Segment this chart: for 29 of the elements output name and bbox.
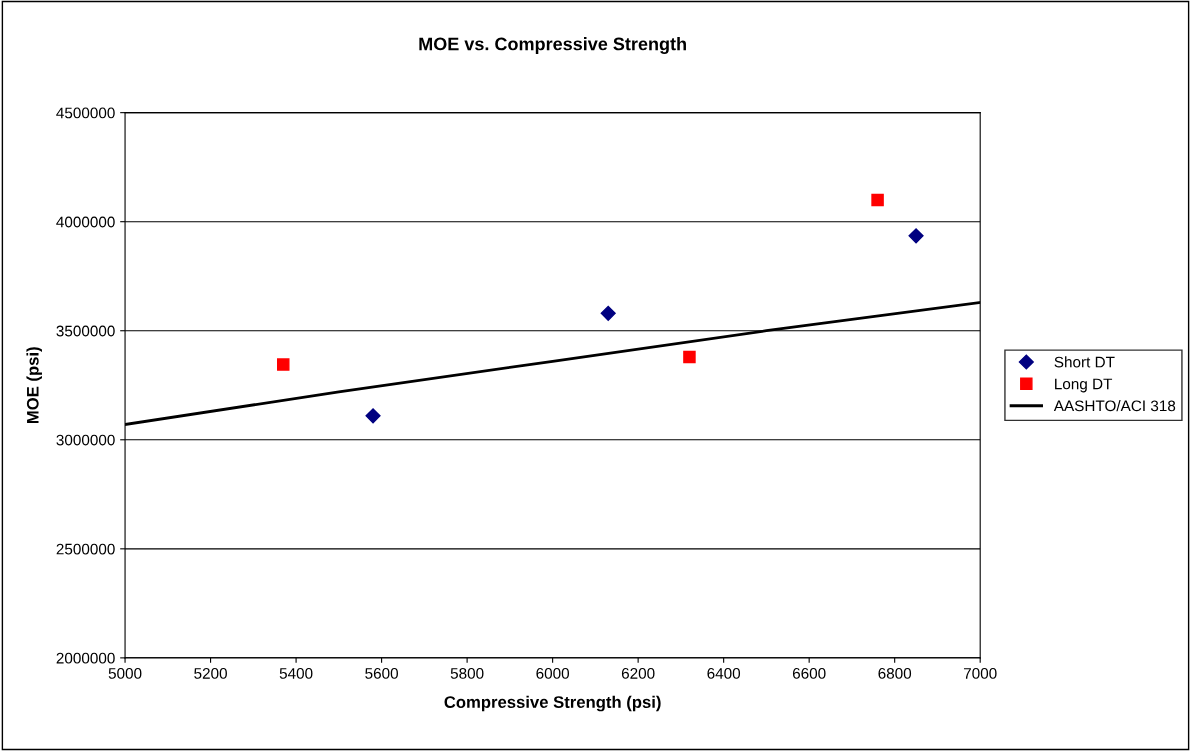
- x-tick-label: 5000: [108, 668, 142, 679]
- y-tick-label: 4500000: [56, 107, 115, 119]
- x-tick-label: 6600: [792, 668, 826, 679]
- y-tick-label: 4000000: [56, 216, 115, 228]
- point: [365, 408, 381, 424]
- y-axis-title: MOE (psi): [26, 347, 42, 424]
- x-tick-label: 6000: [536, 668, 570, 679]
- y-tick-label: 3000000: [56, 434, 115, 446]
- x-tick-label: 5400: [279, 668, 313, 679]
- y-tick-label: 2500000: [56, 543, 115, 555]
- legend-label: AASHTO/ACI 318: [1053, 400, 1176, 412]
- x-tick-label: 5200: [194, 668, 227, 679]
- x-tick-label: 5800: [450, 668, 484, 679]
- y-tick-label: 3500000: [56, 325, 115, 337]
- chart-title: MOE vs. Compressive Strength: [419, 37, 686, 54]
- x-tick-label: 6800: [878, 668, 912, 679]
- x-tick-label: 7000: [963, 668, 997, 679]
- y-tick-label: 2000000: [56, 652, 115, 664]
- x-axis-title: Compressive Strength (psi): [444, 695, 661, 712]
- legend-label: Long DT: [1055, 378, 1113, 393]
- point: [683, 350, 696, 364]
- point: [908, 228, 924, 244]
- point: [600, 305, 616, 321]
- point: [871, 193, 884, 207]
- legend-label: Short DT: [1054, 356, 1115, 368]
- point: [277, 358, 290, 371]
- x-tick-label: 5600: [365, 668, 398, 679]
- x-tick-label: 6200: [621, 668, 655, 679]
- x-tick-label: 6400: [707, 668, 741, 679]
